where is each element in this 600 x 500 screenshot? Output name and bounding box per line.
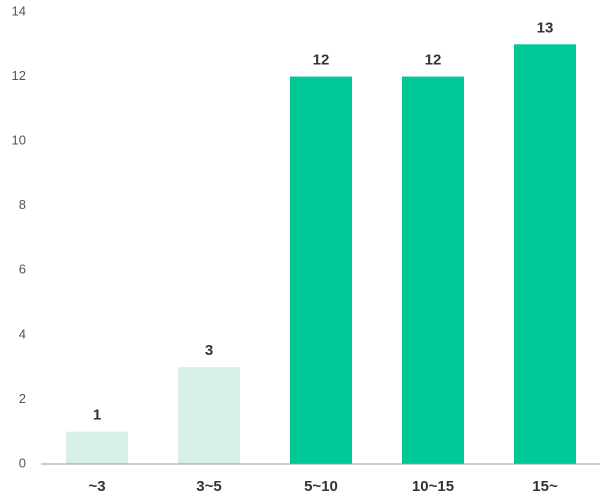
value-label: 13 (537, 19, 554, 36)
y-tick-label: 10 (12, 133, 26, 148)
y-tick-label: 6 (19, 262, 26, 277)
y-tick-label: 14 (12, 3, 26, 18)
bar (514, 44, 576, 465)
value-label: 3 (205, 342, 213, 359)
x-tick-label: 10~15 (412, 478, 454, 495)
y-tick-label: 0 (19, 455, 26, 470)
bar (402, 76, 464, 465)
y-tick-label: 4 (19, 326, 26, 341)
bar (290, 76, 352, 465)
y-tick-label: 2 (19, 391, 26, 406)
value-label: 12 (425, 52, 442, 69)
x-tick-label: 15~ (532, 478, 558, 495)
y-tick-label: 12 (12, 68, 26, 83)
bar (66, 431, 128, 464)
y-tick-label: 8 (19, 197, 26, 212)
value-label: 1 (93, 407, 101, 424)
x-tick-label: 3~5 (196, 478, 221, 495)
x-tick-label: ~3 (88, 478, 105, 495)
x-tick-label: 5~10 (304, 478, 338, 495)
value-label: 12 (313, 52, 330, 69)
bar (178, 367, 240, 464)
